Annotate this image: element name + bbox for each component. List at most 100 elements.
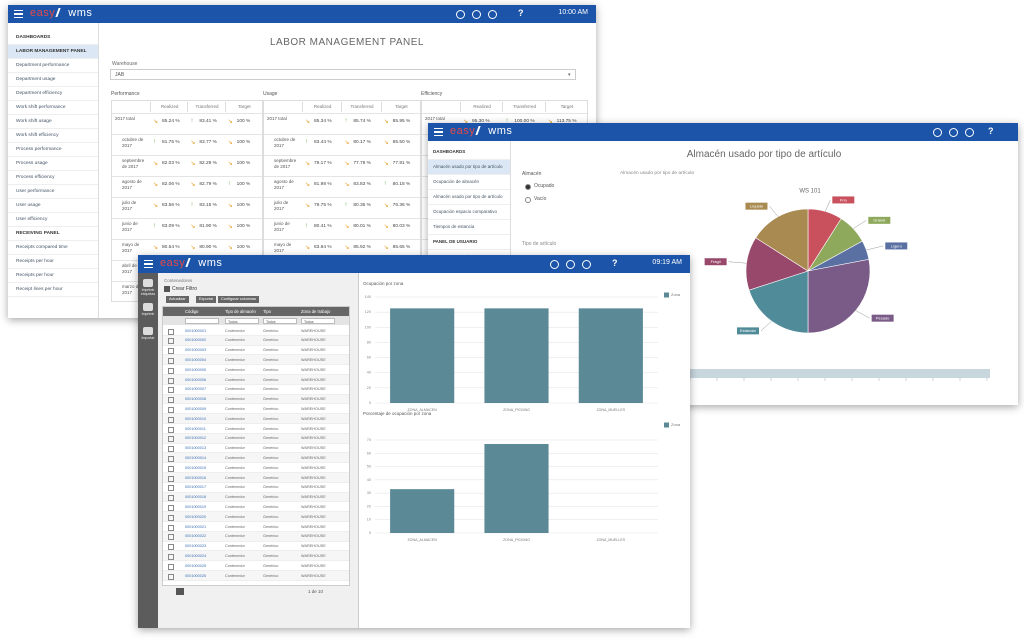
sidebar-item[interactable]: Process usage xyxy=(8,157,98,171)
grid-cell[interactable]: 0001000019 xyxy=(185,504,207,509)
sidebar-item[interactable]: User efficiency xyxy=(8,213,98,227)
row-checkbox[interactable] xyxy=(168,377,174,384)
grid-cell[interactable]: 0001000011 xyxy=(185,426,206,431)
grid-cell[interactable]: 0001000007 xyxy=(185,387,207,392)
warehouse-select[interactable]: JAB xyxy=(110,69,576,80)
row-checkbox[interactable] xyxy=(168,553,174,560)
row-checkbox[interactable] xyxy=(168,475,174,482)
toolbar-button[interactable]: Configurar columnas xyxy=(218,296,260,303)
row-checkbox[interactable] xyxy=(168,504,174,511)
grid-cell[interactable]: 0001000020 xyxy=(185,514,207,519)
row-checkbox[interactable] xyxy=(168,465,174,472)
radio[interactable] xyxy=(525,184,531,190)
grid-cell[interactable]: 0001000021 xyxy=(185,524,207,529)
header-icon[interactable] xyxy=(456,10,465,19)
sidebar-item[interactable]: Department performance xyxy=(8,59,98,73)
menu-button[interactable] xyxy=(434,128,443,136)
grid-cell[interactable]: 0001000023 xyxy=(185,544,207,549)
grid-cell[interactable]: 0001000025 xyxy=(185,563,207,568)
sidebar-item[interactable]: Department usage xyxy=(8,73,98,87)
row-checkbox[interactable] xyxy=(168,328,174,335)
grid-cell[interactable]: 0001000014 xyxy=(185,455,207,460)
row-checkbox[interactable] xyxy=(168,397,174,404)
sidebar-item[interactable]: Work shift usage xyxy=(8,115,98,129)
row-checkbox[interactable] xyxy=(168,534,174,541)
row-checkbox[interactable] xyxy=(168,455,174,462)
grid-cell[interactable]: 0001000004 xyxy=(185,357,207,362)
row-checkbox[interactable] xyxy=(168,426,174,433)
row-checkbox[interactable] xyxy=(168,357,174,364)
sidebar-item[interactable]: Ocupación de almacén xyxy=(428,175,510,190)
sidebar-item[interactable]: Almacén usado por tipo de artículo xyxy=(428,160,510,175)
header-icon[interactable] xyxy=(965,128,974,137)
row-checkbox[interactable] xyxy=(168,436,174,443)
pagination[interactable]: 1 de 10 xyxy=(308,589,324,594)
grid-cell[interactable]: 0001000022 xyxy=(185,534,207,539)
sidebar-item[interactable]: Work shift performance xyxy=(8,101,98,115)
sidebar-item[interactable]: User usage xyxy=(8,199,98,213)
menu-button[interactable] xyxy=(144,260,153,268)
sidebar-item[interactable]: Receipt lines per hour xyxy=(8,283,98,297)
row-checkbox[interactable] xyxy=(168,367,174,374)
toolbar-button[interactable]: Actualizar xyxy=(166,296,189,303)
column-filter[interactable]: Todos xyxy=(263,317,297,324)
sidebar-item[interactable]: Receipts compared time xyxy=(8,241,98,255)
sidebar-item[interactable]: Process performance xyxy=(8,143,98,157)
header-icon[interactable] xyxy=(933,128,942,137)
grid-cell[interactable]: 0001000026 xyxy=(185,573,207,578)
grid-cell[interactable]: 0001000013 xyxy=(185,446,207,451)
header-icon[interactable] xyxy=(949,128,958,137)
row-checkbox[interactable] xyxy=(168,338,174,345)
sidebar-item[interactable]: Almacén usado por tipo de artículo xyxy=(428,190,510,205)
sidebar-item[interactable]: Process efficiency xyxy=(8,171,98,185)
sidebar-item[interactable]: Work shift efficiency xyxy=(8,129,98,143)
grid-cell[interactable]: 0001000002 xyxy=(185,338,207,343)
row-checkbox[interactable] xyxy=(168,544,174,551)
grid-cell[interactable]: 0001000003 xyxy=(185,348,207,353)
row-checkbox[interactable] xyxy=(168,485,174,492)
row-checkbox[interactable] xyxy=(168,416,174,423)
menu-button[interactable] xyxy=(14,10,23,18)
sidebar-item[interactable]: Ocupación espacio comparativo xyxy=(428,205,510,220)
grid-cell[interactable]: 0001000005 xyxy=(185,367,207,372)
sidebar-item[interactable]: User performance xyxy=(8,185,98,199)
grid-cell[interactable]: 0001000010 xyxy=(185,416,207,421)
grid-cell[interactable]: 0001000016 xyxy=(185,475,207,480)
tool-icon[interactable] xyxy=(143,279,153,287)
grid-cell[interactable]: 0001000015 xyxy=(185,465,207,470)
sidebar-item[interactable]: Receipts per hour xyxy=(8,269,98,283)
row-checkbox[interactable] xyxy=(168,514,174,521)
sidebar-item[interactable]: DASHBOARDS xyxy=(8,31,98,45)
row-checkbox[interactable] xyxy=(168,573,174,580)
row-checkbox[interactable] xyxy=(168,446,174,453)
grid-cell[interactable]: 0001000001 xyxy=(185,328,207,333)
row-checkbox[interactable] xyxy=(168,406,174,413)
column-filter[interactable]: Todos xyxy=(225,317,259,324)
grid-cell[interactable]: 0001000008 xyxy=(185,397,207,402)
header-icon[interactable] xyxy=(472,10,481,19)
sidebar-item[interactable]: Receipts per hour xyxy=(8,255,98,269)
grid-cell[interactable]: 0001000006 xyxy=(185,377,207,382)
grid-cell[interactable]: 0001000024 xyxy=(185,553,207,558)
sidebar-item[interactable]: PANEL DE USUARIO xyxy=(428,235,510,250)
filter-button[interactable]: Crear Filtro xyxy=(172,286,198,292)
column-filter[interactable]: Todos xyxy=(301,317,335,324)
row-checkbox[interactable] xyxy=(168,348,174,355)
page-size[interactable] xyxy=(176,588,184,595)
sidebar-item[interactable]: RECEIVING PANEL xyxy=(8,227,98,241)
grid-cell[interactable]: 0001000018 xyxy=(185,495,207,500)
tool-icon[interactable] xyxy=(143,327,153,335)
sidebar-item[interactable]: LABOR MANAGEMENT PANEL xyxy=(8,45,98,59)
sidebar-item[interactable]: Department efficiency xyxy=(8,87,98,101)
header-icon[interactable] xyxy=(488,10,497,19)
row-checkbox[interactable] xyxy=(168,524,174,531)
radio[interactable] xyxy=(525,197,531,203)
header-icon[interactable] xyxy=(566,260,575,269)
row-checkbox[interactable] xyxy=(168,563,174,570)
sidebar-item[interactable]: Tiempos de estancia xyxy=(428,220,510,235)
tool-icon[interactable] xyxy=(143,303,153,311)
header-icon[interactable] xyxy=(582,260,591,269)
column-filter[interactable] xyxy=(185,317,219,324)
grid-cell[interactable]: 0001000017 xyxy=(185,485,207,490)
header-icon[interactable] xyxy=(550,260,559,269)
